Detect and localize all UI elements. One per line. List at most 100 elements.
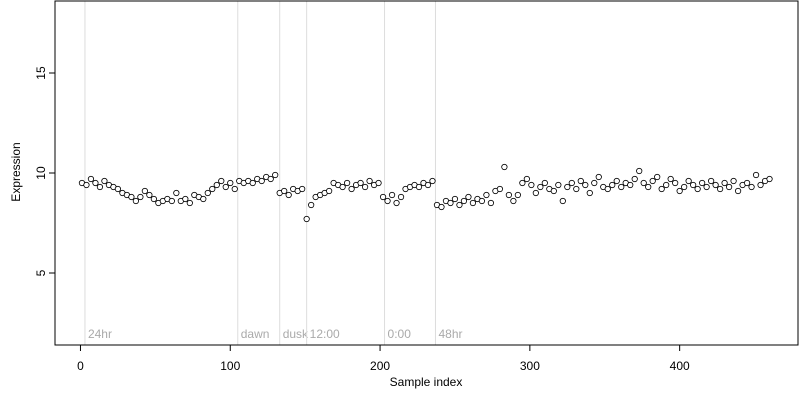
x-axis-label: Sample index: [390, 375, 463, 389]
x-tick-label: 200: [370, 359, 390, 373]
point: [465, 193, 472, 201]
point: [636, 167, 643, 175]
point: [357, 179, 364, 187]
point: [487, 199, 495, 207]
point: [519, 179, 526, 187]
point: [703, 183, 710, 191]
y-tick-label: 10: [34, 166, 48, 180]
point: [613, 177, 620, 185]
point: [173, 189, 180, 197]
point: [748, 183, 755, 191]
point: [721, 179, 728, 187]
point: [496, 185, 504, 193]
annotation-label: 0:00: [388, 327, 412, 341]
point: [752, 171, 760, 179]
point: [469, 199, 477, 207]
point: [200, 195, 207, 203]
point: [397, 193, 405, 201]
point: [734, 187, 742, 195]
point: [604, 185, 611, 193]
point: [694, 185, 701, 193]
point: [272, 171, 279, 179]
point: [514, 191, 521, 199]
point: [743, 179, 751, 187]
point: [672, 179, 679, 187]
point: [609, 181, 616, 189]
point: [128, 193, 135, 201]
point: [249, 179, 256, 187]
point: [96, 183, 104, 191]
point: [690, 181, 697, 189]
point: [285, 191, 292, 199]
point: [640, 179, 647, 187]
point: [303, 215, 310, 223]
point: [510, 197, 517, 205]
point: [591, 179, 598, 187]
y-tick-label: 5: [34, 269, 48, 276]
point: [388, 191, 396, 199]
point: [429, 177, 436, 185]
point: [137, 193, 144, 201]
annotation-label: 12:00: [310, 327, 340, 341]
point: [87, 175, 95, 183]
annotation-label: 24hr: [88, 327, 112, 341]
point: [663, 181, 670, 189]
annotation-label: 48hr: [438, 327, 462, 341]
annotation-label: dawn: [241, 327, 270, 341]
point: [339, 183, 346, 191]
point: [645, 183, 652, 191]
point: [299, 185, 306, 193]
point: [83, 181, 90, 189]
point: [460, 197, 468, 205]
point: [344, 179, 351, 187]
point: [595, 173, 602, 181]
point: [384, 197, 391, 205]
point: [209, 185, 216, 193]
point: [627, 181, 634, 189]
point: [361, 183, 369, 191]
point: [564, 183, 571, 191]
point: [766, 175, 773, 183]
point: [168, 197, 175, 205]
point: [631, 175, 638, 183]
point: [532, 189, 539, 197]
point: [451, 195, 459, 203]
point: [757, 181, 764, 189]
x-tick-label: 300: [520, 359, 540, 373]
point: [730, 177, 737, 185]
point: [582, 181, 589, 189]
point: [717, 185, 724, 193]
point: [447, 199, 454, 207]
point: [222, 183, 229, 191]
point: [456, 201, 463, 209]
point: [573, 185, 580, 193]
x-tick-label: 100: [220, 359, 240, 373]
point: [101, 177, 108, 185]
point: [218, 177, 225, 185]
point: [213, 181, 220, 189]
point: [523, 175, 530, 183]
point: [667, 175, 674, 183]
x-tick-label: 400: [670, 359, 690, 373]
point: [708, 177, 715, 185]
point: [528, 181, 535, 189]
point: [393, 199, 400, 207]
point: [550, 187, 557, 195]
point: [141, 187, 148, 195]
point: [204, 189, 211, 197]
point: [415, 183, 423, 191]
point: [568, 179, 575, 187]
point: [555, 181, 562, 189]
y-tick-label: 15: [34, 66, 48, 80]
point: [366, 177, 373, 185]
point: [92, 179, 99, 187]
point: [699, 179, 706, 187]
point: [186, 199, 193, 207]
point: [114, 185, 122, 193]
y-axis-label: Expression: [9, 142, 23, 201]
point: [182, 195, 189, 203]
point: [649, 177, 656, 185]
point: [483, 191, 490, 199]
point: [505, 191, 512, 199]
point: [150, 195, 157, 203]
